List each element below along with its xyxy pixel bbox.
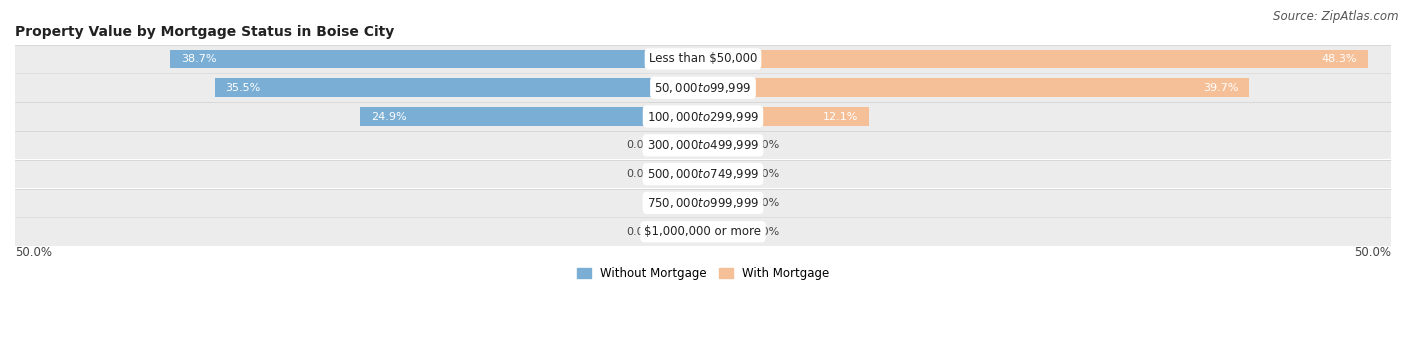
Bar bbox=[703, 78, 1250, 97]
Text: Less than $50,000: Less than $50,000 bbox=[648, 52, 758, 65]
Bar bbox=[703, 136, 744, 155]
Bar bbox=[15, 160, 1391, 188]
Text: 0.0%: 0.0% bbox=[627, 140, 655, 150]
Text: Source: ZipAtlas.com: Source: ZipAtlas.com bbox=[1274, 10, 1399, 23]
Text: $500,000 to $749,999: $500,000 to $749,999 bbox=[647, 167, 759, 181]
Text: 0.0%: 0.0% bbox=[627, 227, 655, 237]
Text: 35.5%: 35.5% bbox=[225, 83, 260, 93]
Text: 0.0%: 0.0% bbox=[751, 198, 779, 208]
Bar bbox=[15, 218, 1391, 246]
Text: 12.1%: 12.1% bbox=[823, 112, 859, 121]
Bar bbox=[15, 45, 1391, 73]
Bar bbox=[15, 74, 1391, 102]
Text: 48.3%: 48.3% bbox=[1322, 54, 1357, 64]
Text: 50.0%: 50.0% bbox=[15, 246, 52, 259]
Bar bbox=[15, 189, 1391, 217]
Text: $300,000 to $499,999: $300,000 to $499,999 bbox=[647, 138, 759, 152]
Text: 39.7%: 39.7% bbox=[1202, 83, 1239, 93]
Bar bbox=[15, 102, 1391, 131]
Bar bbox=[703, 107, 869, 126]
Text: 0.0%: 0.0% bbox=[751, 227, 779, 237]
Text: 50.0%: 50.0% bbox=[1354, 246, 1391, 259]
Text: 38.7%: 38.7% bbox=[181, 54, 217, 64]
Bar bbox=[662, 165, 703, 184]
Bar bbox=[360, 107, 703, 126]
Text: $50,000 to $99,999: $50,000 to $99,999 bbox=[654, 81, 752, 95]
Bar bbox=[703, 50, 1368, 68]
Bar bbox=[662, 136, 703, 155]
Text: $100,000 to $299,999: $100,000 to $299,999 bbox=[647, 109, 759, 123]
Text: Property Value by Mortgage Status in Boise City: Property Value by Mortgage Status in Boi… bbox=[15, 25, 394, 39]
Bar bbox=[703, 193, 744, 212]
Bar bbox=[703, 222, 744, 241]
Bar bbox=[703, 165, 744, 184]
Legend: Without Mortgage, With Mortgage: Without Mortgage, With Mortgage bbox=[572, 262, 834, 285]
Text: 24.9%: 24.9% bbox=[371, 112, 406, 121]
Bar bbox=[215, 78, 703, 97]
Text: 0.0%: 0.0% bbox=[751, 140, 779, 150]
Text: 0.0%: 0.0% bbox=[627, 169, 655, 179]
Bar bbox=[170, 50, 703, 68]
Bar bbox=[690, 193, 703, 212]
Text: 0.0%: 0.0% bbox=[751, 169, 779, 179]
Bar bbox=[662, 222, 703, 241]
Text: 0.92%: 0.92% bbox=[648, 198, 683, 208]
Text: $1,000,000 or more: $1,000,000 or more bbox=[644, 225, 762, 238]
Bar bbox=[15, 131, 1391, 159]
Text: $750,000 to $999,999: $750,000 to $999,999 bbox=[647, 196, 759, 210]
